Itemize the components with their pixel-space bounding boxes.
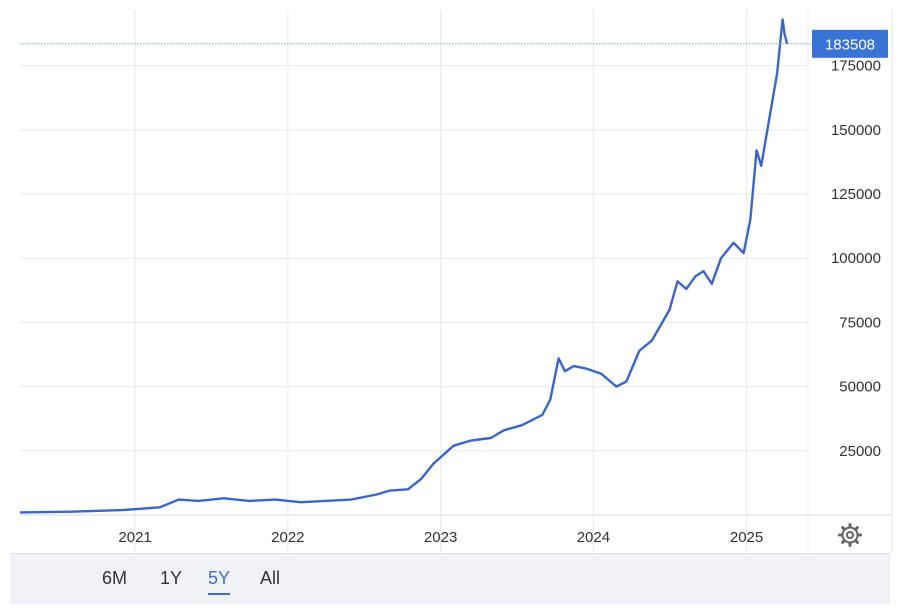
- gear-icon[interactable]: [838, 523, 862, 547]
- y-tick-label: 25000: [839, 443, 881, 460]
- y-tick-label: 75000: [839, 314, 881, 331]
- range-5y-button[interactable]: 5Y: [208, 568, 231, 595]
- range-1y-button[interactable]: 1Y: [160, 568, 183, 588]
- y-tick-label: 150000: [831, 122, 881, 139]
- x-tick-label: 2024: [577, 529, 610, 546]
- grid-lines: [20, 10, 893, 553]
- x-tick-label: 2023: [424, 529, 457, 546]
- last-value-badge: [812, 29, 888, 58]
- y-tick-label: 175000: [831, 58, 881, 75]
- y-tick-label: 100000: [831, 250, 881, 267]
- x-tick-label: 2022: [271, 529, 304, 546]
- x-axis: 2021 2022 2023 2024 2025: [118, 529, 763, 546]
- series-line: [19, 18, 789, 514]
- y-tick-label: 50000: [839, 379, 881, 396]
- range-all-button[interactable]: All: [260, 568, 281, 588]
- x-tick-label: 2025: [730, 529, 763, 546]
- last-value-marker: 183508: [20, 29, 888, 58]
- series-layer: [19, 18, 789, 514]
- y-tick-label: 125000: [831, 186, 881, 203]
- range-6m-button[interactable]: 6M: [102, 568, 128, 588]
- last-value-label: 183508: [825, 36, 875, 53]
- y-axis: 25000 50000 75000 100000 125000 150000 175000: [831, 58, 881, 460]
- x-tick-label: 2021: [118, 529, 151, 546]
- range-selector: 6M 1Y 5Y All: [10, 553, 890, 604]
